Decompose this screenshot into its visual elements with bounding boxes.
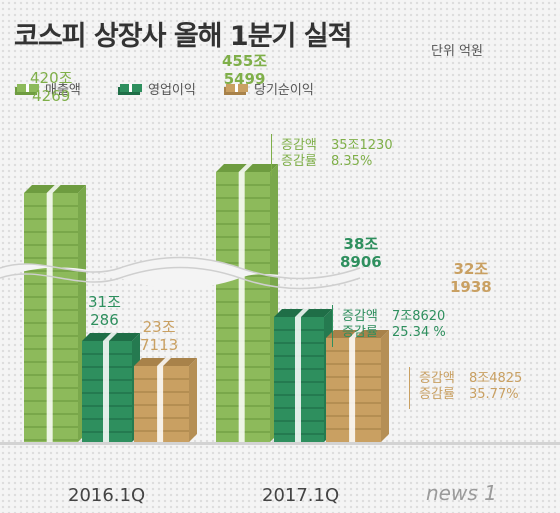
legend-item-operating: 영업이익 — [117, 79, 196, 98]
bar-2-1 — [326, 330, 389, 442]
money-stack-icon — [15, 83, 39, 95]
change-rate-label: 증감률 — [281, 154, 317, 169]
news1-logo: news 1 — [426, 481, 497, 505]
money-stack-icon — [118, 83, 142, 95]
data-label-1-1: 38조 8906 — [340, 235, 382, 271]
bar-2-0 — [134, 358, 197, 442]
change-amount-label: 증감액 — [281, 138, 317, 153]
change-box-2: 증감액 8조4825 증감률 35.77% — [419, 371, 522, 403]
change-divider — [332, 305, 333, 347]
bar-0-0 — [24, 185, 86, 442]
data-label-2-0: 23조 7113 — [140, 318, 179, 354]
change-amount-value: 35조1230 — [331, 138, 393, 153]
page-title: 코스피 상장사 올해 1분기 실적 — [14, 21, 352, 52]
change-amount-label: 증감액 — [342, 309, 378, 324]
change-rate-value: 25.34 % — [392, 325, 446, 340]
change-divider — [271, 134, 272, 176]
change-divider — [409, 367, 410, 409]
money-stack-icon — [224, 83, 248, 95]
data-label-2-1: 32조 1938 — [450, 260, 492, 296]
bar-1-1 — [274, 309, 332, 442]
baseline — [0, 442, 560, 445]
change-box-0: 증감액 35조1230 증감률 8.35% — [281, 138, 393, 170]
change-rate-label: 증감률 — [342, 325, 378, 340]
change-amount-value: 8조4825 — [469, 371, 523, 386]
change-rate-label: 증감률 — [419, 387, 455, 402]
change-box-1: 증감액 7조8620 증감률 25.34 % — [342, 309, 446, 341]
data-label-0-0: 420조 4269 — [30, 69, 73, 105]
axis-break — [0, 257, 360, 289]
category-label-2016: 2016.1Q — [68, 485, 146, 506]
change-rate-value: 8.35% — [331, 154, 373, 169]
legend-label: 영업이익 — [148, 83, 196, 98]
change-amount-label: 증감액 — [419, 371, 455, 386]
bar-0-1 — [216, 164, 278, 442]
legend-item-net-income: 당기순이익 — [223, 79, 314, 98]
legend-label: 당기순이익 — [254, 83, 314, 98]
category-label-2017: 2017.1Q — [262, 485, 340, 506]
bar-1-0 — [82, 333, 140, 442]
legend-label: 매출액 — [45, 83, 81, 98]
change-rate-value: 35.77% — [469, 387, 519, 402]
legend-item-revenue: 매출액 — [14, 79, 81, 98]
data-label-1-0: 31조 286 — [88, 293, 121, 329]
change-amount-value: 7조8620 — [392, 309, 446, 324]
unit-label: 단위 억원 — [431, 44, 483, 59]
data-label-0-1: 455조 5499 — [222, 52, 268, 88]
